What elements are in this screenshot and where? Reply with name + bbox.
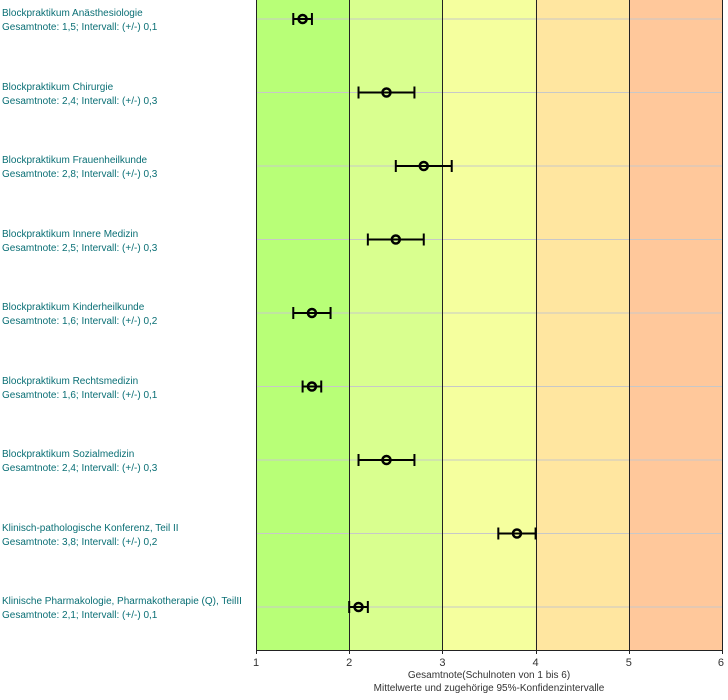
error-bar <box>357 86 416 99</box>
grade-band-3 <box>442 0 536 650</box>
row-label-title: Blockpraktikum Innere Medizin <box>2 228 139 240</box>
x-axis-label: Gesamtnote(Schulnoten von 1 bis 6) <box>407 670 571 681</box>
grade-band-5 <box>628 0 722 650</box>
row-label-summary: Gesamtnote: 1,5; Intervall: (+/-) 0,1 <box>2 22 158 33</box>
row-label: Blockpraktikum Sozialmedizin Gesamtnote: … <box>2 448 157 476</box>
mean-marker <box>418 160 430 172</box>
row-label: Blockpraktikum Innere Medizin Gesamtnote:… <box>2 228 157 256</box>
row-label-summary: Gesamtnote: 2,4; Intervall: (+/-) 0,3 <box>2 463 158 474</box>
x-tick-label: 1 <box>253 657 259 669</box>
x-tick-label: 6 <box>718 657 724 669</box>
row-label: Blockpraktikum Rechtsmedizin Gesamtnote: … <box>2 375 157 403</box>
x-tick-label: 2 <box>346 657 352 669</box>
row-label-title: Klinisch-pathologische Konferenz, Teil I… <box>2 522 179 534</box>
row-label-summary: Gesamtnote: 2,4; Intervall: (+/-) 0,3 <box>2 95 158 107</box>
mean-marker <box>381 454 392 466</box>
error-bar <box>497 527 537 540</box>
row-label-summary: Gesamtnote: 1,6; Intervall: (+/-) 0,1 <box>2 389 158 401</box>
row-label-summary: Gesamtnote: 2,5; Intervall: (+/-) 0,3 <box>2 242 158 254</box>
x-tick-label: 4 <box>533 657 539 669</box>
error-bar <box>357 454 416 466</box>
row-label-title: Klinische Pharmakologie, Pharmakotherapi… <box>2 596 242 607</box>
grade-band-4 <box>535 0 629 650</box>
x-tick-label: 3 <box>439 657 445 669</box>
error-bar <box>348 601 369 613</box>
row-label-summary: Gesamtnote: 2,8; Intervall: (+/-) 0,3 <box>2 169 158 180</box>
row-label: Blockpraktikum Anästhesiologie Gesamtnote… <box>2 7 157 35</box>
row-label-title: Blockpraktikum Anästhesiologie <box>2 8 143 19</box>
row-label-summary: Gesamtnote: 1,6; Intervall: (+/-) 0,2 <box>2 316 158 327</box>
row-label: Klinisch-pathologische Konferenz, Teil I… <box>2 522 179 550</box>
mean-marker <box>390 234 402 245</box>
row-label: Blockpraktikum Chirurgie Gesamtnote: 2,4;… <box>2 81 157 109</box>
x-axis-subtitle: Mittelwerte und zugehörige 95%-Konfidenz… <box>373 683 605 694</box>
mean-marker <box>297 13 308 25</box>
error-bar <box>366 233 425 246</box>
error-bar <box>301 380 323 393</box>
grade-band-2 <box>349 0 443 650</box>
row-label: Blockpraktikum Frauenheilkunde Gesamtnote… <box>2 154 157 182</box>
mean-marker <box>306 307 318 319</box>
x-tick-label: 5 <box>626 657 632 669</box>
mean-marker <box>511 528 523 539</box>
mean-marker <box>353 601 364 613</box>
row-label-title: Blockpraktikum Chirurgie <box>2 81 114 93</box>
row-label: Blockpraktikum Kinderheilkunde Gesamtnote… <box>2 301 157 329</box>
error-bar <box>394 160 453 172</box>
error-bar <box>292 13 313 25</box>
row-label-title: Blockpraktikum Sozialmedizin <box>2 449 135 460</box>
row-label-title: Blockpraktikum Rechtsmedizin <box>2 375 139 387</box>
mean-marker <box>306 381 318 392</box>
error-bar <box>292 307 332 319</box>
row-label-summary: Gesamtnote: 3,8; Intervall: (+/-) 0,2 <box>2 536 158 548</box>
row-label-title: Blockpraktikum Frauenheilkunde <box>2 155 148 166</box>
grade-band-1 <box>256 0 350 650</box>
row-label-summary: Gesamtnote: 2,1; Intervall: (+/-) 0,1 <box>2 610 158 621</box>
row-label: Klinische Pharmakologie, Pharmakotherapi… <box>2 595 242 623</box>
mean-marker <box>381 87 392 98</box>
row-label-title: Blockpraktikum Kinderheilkunde <box>2 302 145 313</box>
